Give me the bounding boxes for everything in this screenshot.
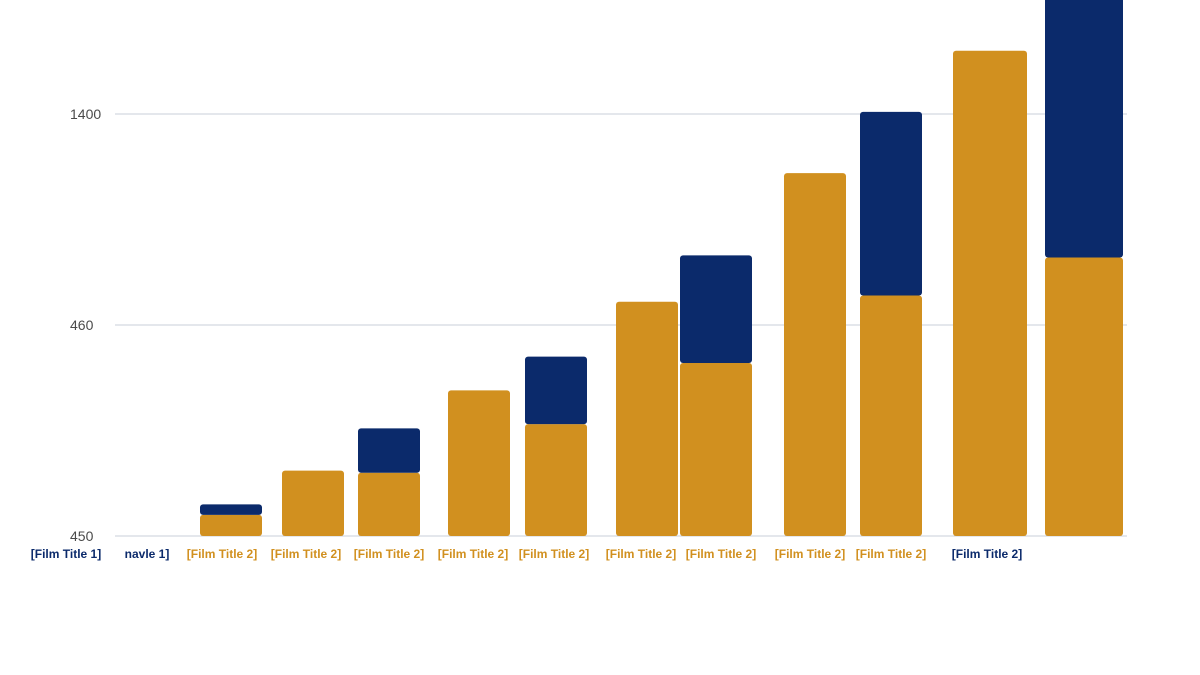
bar-segment-navy: [680, 255, 752, 363]
bars: [200, 0, 1123, 536]
bar-segment-gold: [525, 424, 587, 536]
bar-segment-gold: [616, 301, 678, 536]
x-category-label: navle 1]: [125, 547, 170, 561]
x-category-label: [Film Title 2]: [952, 547, 1022, 561]
x-category-label: [Film Title 2]: [775, 547, 845, 561]
x-category-label: [Film Title 2]: [856, 547, 926, 561]
bar-segment-navy: [525, 356, 587, 425]
bar-segment-gold: [953, 50, 1027, 536]
bar-segment-navy: [200, 504, 262, 515]
x-category-label: [Film Title 2]: [519, 547, 589, 561]
bar-segment-gold: [282, 470, 344, 536]
bar-segment-gold: [358, 472, 420, 536]
bar-segment-gold: [1045, 257, 1123, 536]
bar-segment-navy: [1045, 0, 1123, 258]
bar-segment-navy: [358, 428, 420, 473]
bar-segment-gold: [200, 514, 262, 536]
bar-segment-gold: [448, 390, 510, 536]
bar-segment-gold: [680, 362, 752, 536]
y-axis-ticks: 450 460 1400: [70, 106, 101, 544]
bar-segment-gold: [784, 173, 846, 536]
y-tick-label: 1400: [70, 106, 101, 122]
y-tick-label: 460: [70, 317, 94, 333]
x-category-label: [Film Title 2]: [438, 547, 508, 561]
x-category-label: [Film Title 2]: [187, 547, 257, 561]
x-category-label: [Film Title 2]: [354, 547, 424, 561]
x-category-label: [Film Title 2]: [686, 547, 756, 561]
x-category-label: [Film Title 2]: [271, 547, 341, 561]
bar-segment-navy: [860, 111, 922, 296]
bar-segment-gold: [860, 295, 922, 536]
x-category-label: [Film Title 1]: [31, 547, 101, 561]
x-category-label: [Film Title 2]: [606, 547, 676, 561]
x-axis-labels: [Film Title 1] navle 1] [Film Title 2] [Fil…: [31, 547, 1022, 561]
y-tick-label: 450: [70, 528, 94, 544]
